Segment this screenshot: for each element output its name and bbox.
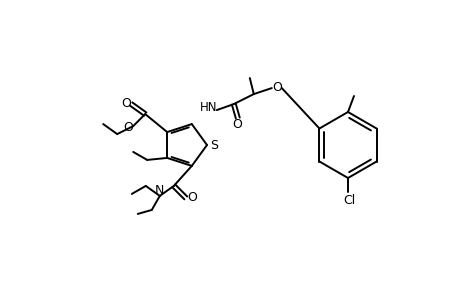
Text: Cl: Cl xyxy=(342,194,354,206)
Text: N: N xyxy=(155,184,164,197)
Text: O: O xyxy=(271,81,281,94)
Text: S: S xyxy=(210,139,218,152)
Text: O: O xyxy=(123,121,133,134)
Text: HN: HN xyxy=(200,100,217,114)
Text: O: O xyxy=(231,118,241,130)
Text: O: O xyxy=(121,97,131,110)
Text: O: O xyxy=(186,191,196,204)
